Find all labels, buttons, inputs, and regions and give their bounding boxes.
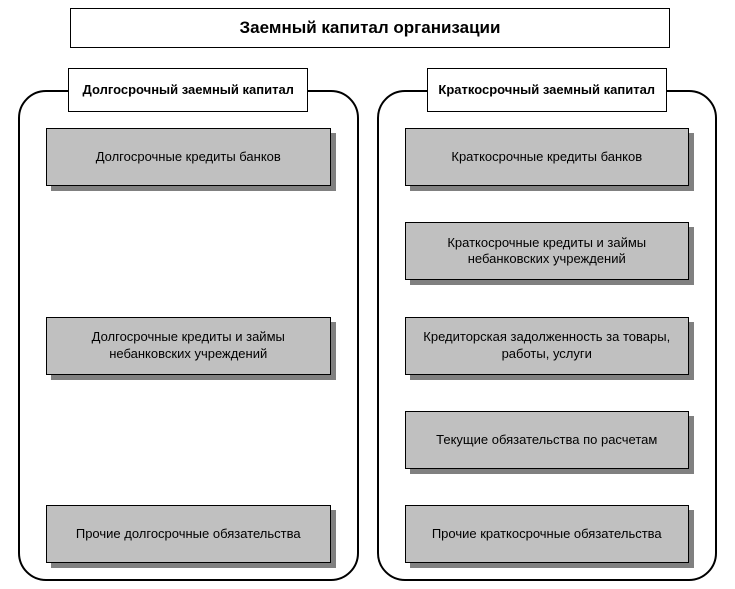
item-box: Долгосрочные кредиты и займы небанковски… [46,317,331,375]
main-title: Заемный капитал организации [70,8,670,48]
items-right: Краткосрочные кредиты банков Краткосрочн… [405,128,690,563]
column-right: Краткосрочный заемный капитал Краткосроч… [377,68,718,581]
item-box: Краткосрочные кредиты и займы небанковск… [405,222,690,280]
item-box: Текущие обязательства по расчетам [405,411,690,469]
item-box: Кредиторская задолженность за товары, ра… [405,317,690,375]
item-box: Долгосрочные кредиты банков [46,128,331,186]
column-header-right: Краткосрочный заемный капитал [427,68,667,112]
columns-container: Долгосрочный заемный капитал Долгосрочны… [18,68,717,581]
column-header-left: Долгосрочный заемный капитал [68,68,308,112]
items-left: Долгосрочные кредиты банков Долгосрочные… [46,128,331,563]
column-left: Долгосрочный заемный капитал Долгосрочны… [18,68,359,581]
item-box: Краткосрочные кредиты банков [405,128,690,186]
item-box: Прочие долгосрочные обязательства [46,505,331,563]
item-box: Прочие краткосрочные обязательства [405,505,690,563]
